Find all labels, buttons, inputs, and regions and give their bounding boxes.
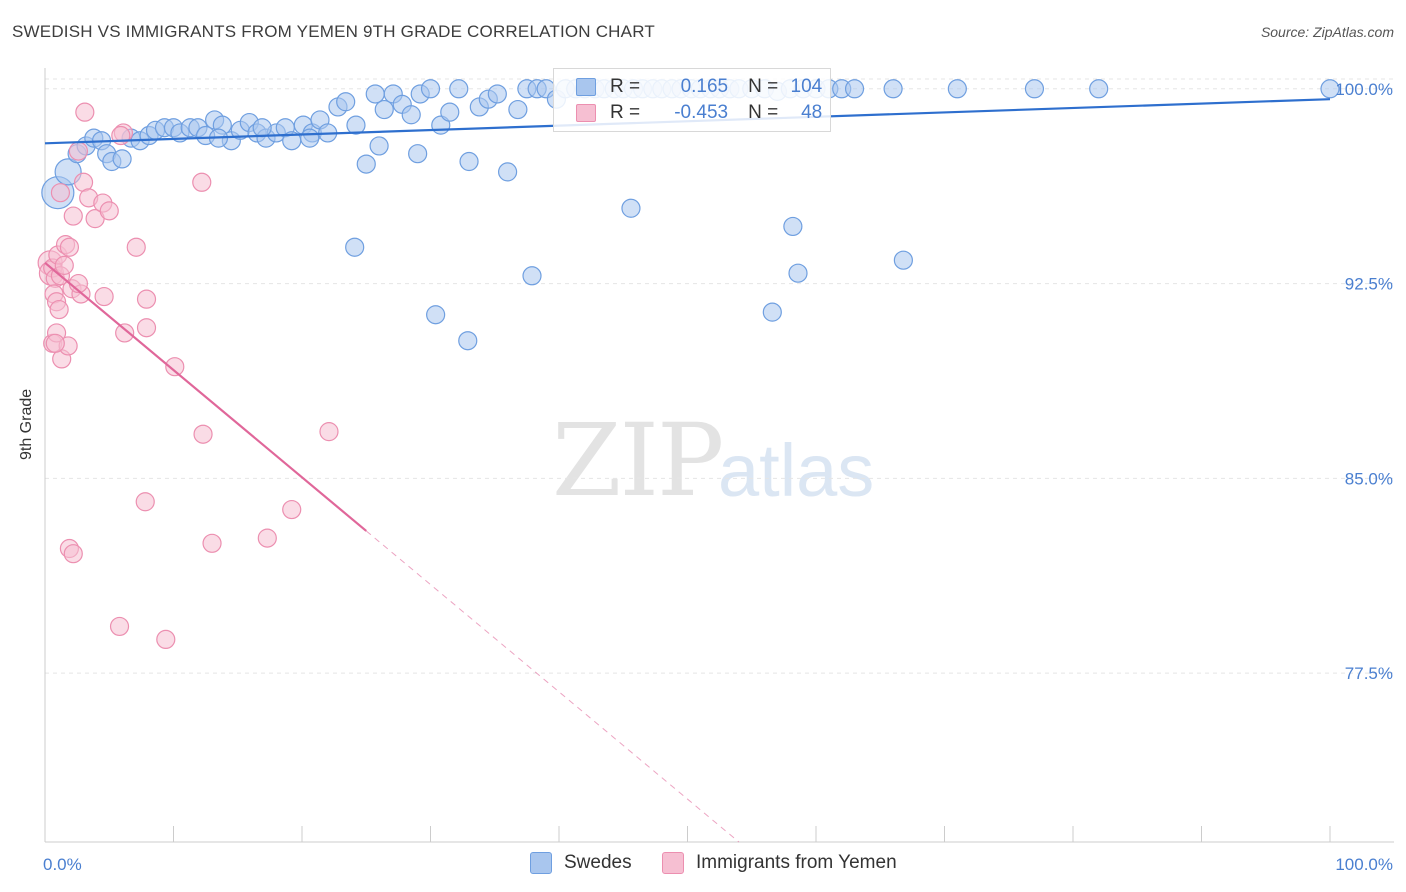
swedes-point xyxy=(522,266,542,286)
legend-label-swedes: Swedes xyxy=(564,852,632,873)
swedes-point xyxy=(783,216,803,237)
yemen-point xyxy=(192,172,212,192)
legend-label-yemen: Immigrants from Yemen xyxy=(696,852,897,873)
swedes-point xyxy=(369,136,389,156)
n-label: N = xyxy=(748,102,779,123)
y-tick-label: 92.5% xyxy=(1345,275,1393,294)
swedes-point xyxy=(458,331,478,351)
yemen-point xyxy=(63,544,83,564)
swedes-point xyxy=(408,144,428,164)
yemen-point xyxy=(126,237,146,257)
swedes-point xyxy=(487,84,507,104)
x-tick-label: 100.0% xyxy=(1335,855,1393,874)
axis-layer xyxy=(44,68,1394,843)
watermark-zip: ZIP xyxy=(552,402,724,519)
stats-legend: R = 0.165 N = 104 R = -0.453 N = 48 xyxy=(553,68,831,132)
y-tick-label: 85.0% xyxy=(1345,469,1393,488)
n-value: 104 xyxy=(790,76,823,97)
swedes-point xyxy=(947,79,967,99)
swedes-point xyxy=(883,79,903,99)
swedes-point xyxy=(336,92,356,112)
swedes-point xyxy=(374,99,394,120)
y-tick-label: 77.5% xyxy=(1345,664,1393,683)
swedes-swatch xyxy=(530,852,552,874)
grid-layer xyxy=(45,78,1394,674)
swedes-point xyxy=(420,79,441,99)
yemen-point xyxy=(59,237,80,257)
swedes-point xyxy=(426,305,446,325)
legend-item-swedes[interactable]: Swedes xyxy=(530,852,632,874)
swedes-point xyxy=(345,237,365,257)
n-label: N = xyxy=(748,76,779,97)
series-legend: Swedes Immigrants from Yemen xyxy=(0,852,1406,878)
swedes-point xyxy=(346,115,366,135)
yemen-point xyxy=(45,333,65,353)
swedes-swatch xyxy=(576,78,596,96)
yemen-point xyxy=(193,424,213,444)
chart-title: SWEDISH VS IMMIGRANTS FROM YEMEN 9TH GRA… xyxy=(12,22,655,41)
yemen-point xyxy=(156,629,176,650)
yemen-point xyxy=(165,357,185,377)
swedes-point xyxy=(762,302,782,322)
swedes-point xyxy=(1024,79,1045,99)
yemen-point xyxy=(257,528,277,548)
yemen-point xyxy=(49,299,69,320)
r-label: R = xyxy=(610,102,641,123)
yemen-point xyxy=(135,492,155,512)
y-tick-label: 100.0% xyxy=(1335,80,1393,99)
swedes-point xyxy=(440,102,460,122)
stats-row-swedes: R = 0.165 N = 104 xyxy=(576,75,822,99)
source-credit: Source: ZipAtlas.com xyxy=(1260,24,1394,40)
n-value: 48 xyxy=(801,102,823,123)
points-layer xyxy=(37,79,1340,650)
yemen-point xyxy=(75,102,95,122)
watermark-atlas: atlas xyxy=(718,429,875,512)
yemen-trend-line xyxy=(44,261,367,532)
swedes-point xyxy=(252,118,272,138)
yemen-point xyxy=(54,255,74,275)
swedes-point xyxy=(508,99,528,120)
r-label: R = xyxy=(610,76,641,97)
swedes-point xyxy=(788,263,808,283)
yemen-point xyxy=(282,499,302,520)
swedes-point xyxy=(893,250,913,270)
yemen-point xyxy=(136,318,157,338)
yemen-point xyxy=(50,183,71,203)
tick-label-layer: 77.5% 85.0% 92.5% 100.0% 0.0% 100.0% xyxy=(43,80,1393,874)
yemen-point xyxy=(109,616,130,637)
swedes-point xyxy=(365,84,385,104)
swedes-point xyxy=(449,79,469,99)
yemen-point xyxy=(136,289,157,309)
r-value: -0.453 xyxy=(674,102,729,123)
x-tick-label: 0.0% xyxy=(43,855,82,874)
yemen-point xyxy=(94,286,114,307)
swedes-point xyxy=(459,151,479,172)
swedes-point xyxy=(498,162,518,182)
trend-layer xyxy=(44,98,1331,843)
stats-row-yemen: R = -0.453 N = 48 xyxy=(576,101,822,125)
swedes-point xyxy=(401,105,421,125)
swedes-point xyxy=(54,158,82,186)
swedes-point xyxy=(1089,79,1109,99)
swedes-point xyxy=(621,198,641,218)
swedes-point xyxy=(356,154,376,174)
yemen-point xyxy=(319,422,339,442)
yemen-point xyxy=(68,141,89,161)
yemen-swatch xyxy=(576,104,596,122)
yemen-point xyxy=(63,206,83,226)
swedes-point xyxy=(844,79,865,99)
yemen-swatch xyxy=(662,852,684,874)
r-value: 0.165 xyxy=(680,76,729,97)
yemen-point xyxy=(115,323,135,343)
swedes-point xyxy=(300,128,320,148)
yemen-point xyxy=(99,201,119,221)
legend-item-yemen[interactable]: Immigrants from Yemen xyxy=(662,852,897,874)
yemen-trend-extension xyxy=(365,530,740,843)
swedes-point xyxy=(1320,79,1340,99)
swedes-point xyxy=(112,149,132,169)
yemen-point xyxy=(202,533,222,553)
